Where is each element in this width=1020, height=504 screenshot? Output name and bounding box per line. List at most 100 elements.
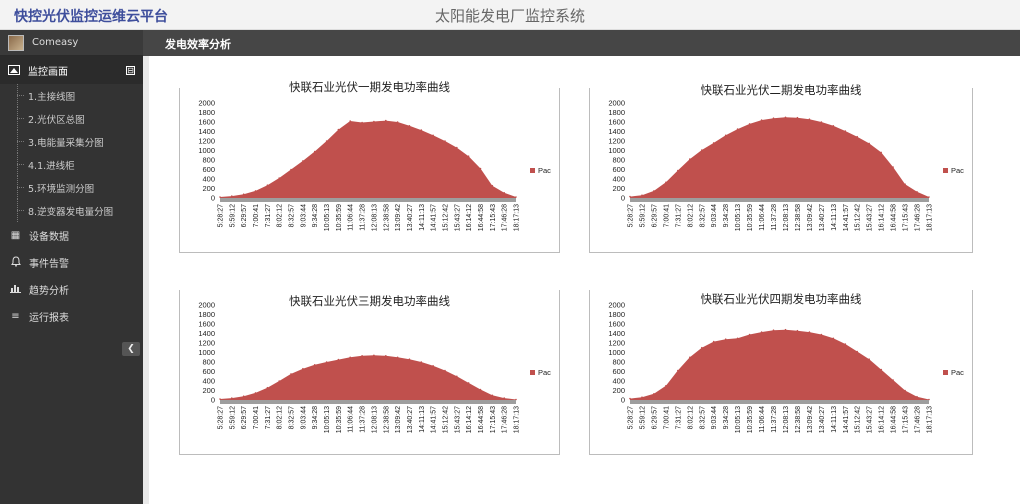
sidebar-item-trend-analysis[interactable]: 趋势分析: [0, 276, 143, 303]
data-point: [385, 355, 387, 357]
sidebar-subitem-incoming-cabinet[interactable]: 4.1.进线柜: [0, 153, 143, 176]
sidebar-section-monitor[interactable]: 监控画面 ⊟: [0, 56, 143, 84]
data-point: [515, 398, 517, 401]
data-point: [892, 166, 894, 168]
legend-swatch: [530, 370, 535, 375]
x-tick-label: 10:35:59: [336, 204, 343, 231]
x-axis-baseline: [630, 400, 929, 404]
x-tick-label: 17:46:28: [915, 406, 922, 433]
data-point: [479, 167, 482, 170]
x-tick-label: 10:05:13: [735, 406, 742, 433]
table-icon: ▦: [10, 230, 21, 241]
x-tick-label: 10:05:13: [324, 204, 331, 231]
x-tick-label: 6:29:57: [651, 204, 658, 227]
data-point: [479, 388, 482, 391]
data-point: [396, 356, 399, 359]
y-tick-label: 400: [612, 175, 625, 184]
bell-icon: [10, 255, 21, 270]
data-point: [491, 184, 494, 187]
sidebar-item-operation-report[interactable]: ≡ 运行报表: [0, 303, 143, 330]
data-point: [219, 398, 221, 400]
bar-chart-icon: [10, 283, 21, 296]
data-point: [385, 119, 387, 122]
x-tick-label: 14:41:57: [843, 406, 850, 433]
x-tick-label: 7:31:27: [675, 204, 682, 227]
legend-swatch: [530, 168, 535, 173]
x-tick-label: 8:32:57: [289, 406, 296, 429]
x-tick-label: 16:14:12: [466, 406, 473, 433]
data-point: [456, 146, 458, 149]
data-point: [796, 116, 799, 119]
data-point: [242, 395, 245, 397]
y-tick-label: 1200: [198, 137, 215, 146]
y-tick-label: 200: [202, 184, 215, 193]
data-point: [254, 392, 257, 394]
y-tick-label: 800: [612, 156, 625, 165]
user-bar[interactable]: Comeasy: [0, 30, 143, 56]
x-tick-label: 14:11:13: [419, 406, 426, 433]
data-point: [701, 149, 703, 151]
x-tick-label: 13:40:27: [407, 406, 414, 433]
data-point: [231, 397, 233, 399]
data-point: [808, 331, 811, 333]
x-tick-label: 11:37:28: [360, 204, 367, 231]
x-tick-label: 14:11:13: [831, 204, 838, 231]
sidebar-item-event-alarm[interactable]: 事件告警: [0, 249, 143, 276]
y-tick-label: 0: [621, 194, 625, 203]
data-point: [820, 121, 823, 123]
brand-title[interactable]: 快控光伏监控运维云平台: [14, 9, 168, 25]
x-tick-label: 13:09:42: [395, 204, 402, 231]
x-tick-label: 9:03:44: [711, 406, 718, 429]
data-point: [641, 194, 643, 196]
x-tick-label: 8:32:57: [699, 204, 706, 227]
x-tick-label: 13:09:42: [807, 204, 814, 231]
sidebar-item-label: 设备数据: [29, 232, 69, 243]
data-point: [231, 195, 233, 197]
sidebar-subitem-main-wiring[interactable]: 1.主接线图: [0, 84, 143, 107]
collapse-section-icon[interactable]: ⊟: [126, 65, 135, 75]
data-point: [832, 125, 835, 127]
sidebar-subitem-inverter-energy[interactable]: 8.逆变器发电量分图: [0, 199, 143, 222]
data-point: [772, 329, 775, 331]
data-point: [724, 134, 727, 137]
x-tick-label: 17:46:28: [502, 204, 509, 231]
x-tick-label: 17:15:43: [490, 204, 497, 231]
x-tick-label: 8:32:57: [289, 204, 296, 227]
x-tick-label: 9:03:44: [300, 406, 307, 429]
sidebar-item-device-data[interactable]: ▦ 设备数据: [0, 222, 143, 249]
y-tick-label: 1400: [198, 127, 215, 136]
data-point: [712, 340, 715, 343]
y-tick-label: 800: [202, 156, 215, 165]
y-tick-label: 1000: [608, 146, 625, 155]
y-tick-label: 2000: [608, 301, 625, 310]
data-point: [313, 364, 316, 366]
data-point: [677, 169, 679, 172]
x-tick-label: 7:31:27: [265, 406, 272, 429]
data-point: [420, 129, 423, 131]
sidebar-subitem-environment[interactable]: 5.环境监测分图: [0, 176, 143, 199]
data-point: [313, 150, 316, 153]
x-tick-label: 10:35:59: [336, 406, 343, 433]
data-point: [349, 120, 351, 122]
x-tick-label: 18:17:13: [514, 204, 521, 231]
image-icon: [8, 65, 20, 75]
data-point: [724, 338, 727, 340]
data-point: [880, 368, 882, 371]
data-point: [772, 117, 775, 119]
sidebar-subitem-pv-overview[interactable]: 2.光伏区总图: [0, 107, 143, 130]
x-tick-label: 7:31:27: [675, 406, 682, 429]
data-point: [629, 195, 631, 198]
sidebar-collapse-button[interactable]: ❮: [122, 342, 140, 356]
x-tick-label: 10:05:13: [324, 406, 331, 433]
data-point: [503, 192, 506, 194]
data-point: [266, 184, 269, 186]
data-point: [844, 343, 847, 345]
sidebar-subitem-energy-collection[interactable]: 3.电能量采集分图: [0, 130, 143, 153]
data-point: [420, 361, 423, 363]
y-tick-label: 1800: [608, 310, 625, 319]
data-point: [641, 396, 643, 398]
data-point: [760, 119, 763, 121]
chart-title: 快联石业光伏一期发电功率曲线: [289, 80, 450, 94]
